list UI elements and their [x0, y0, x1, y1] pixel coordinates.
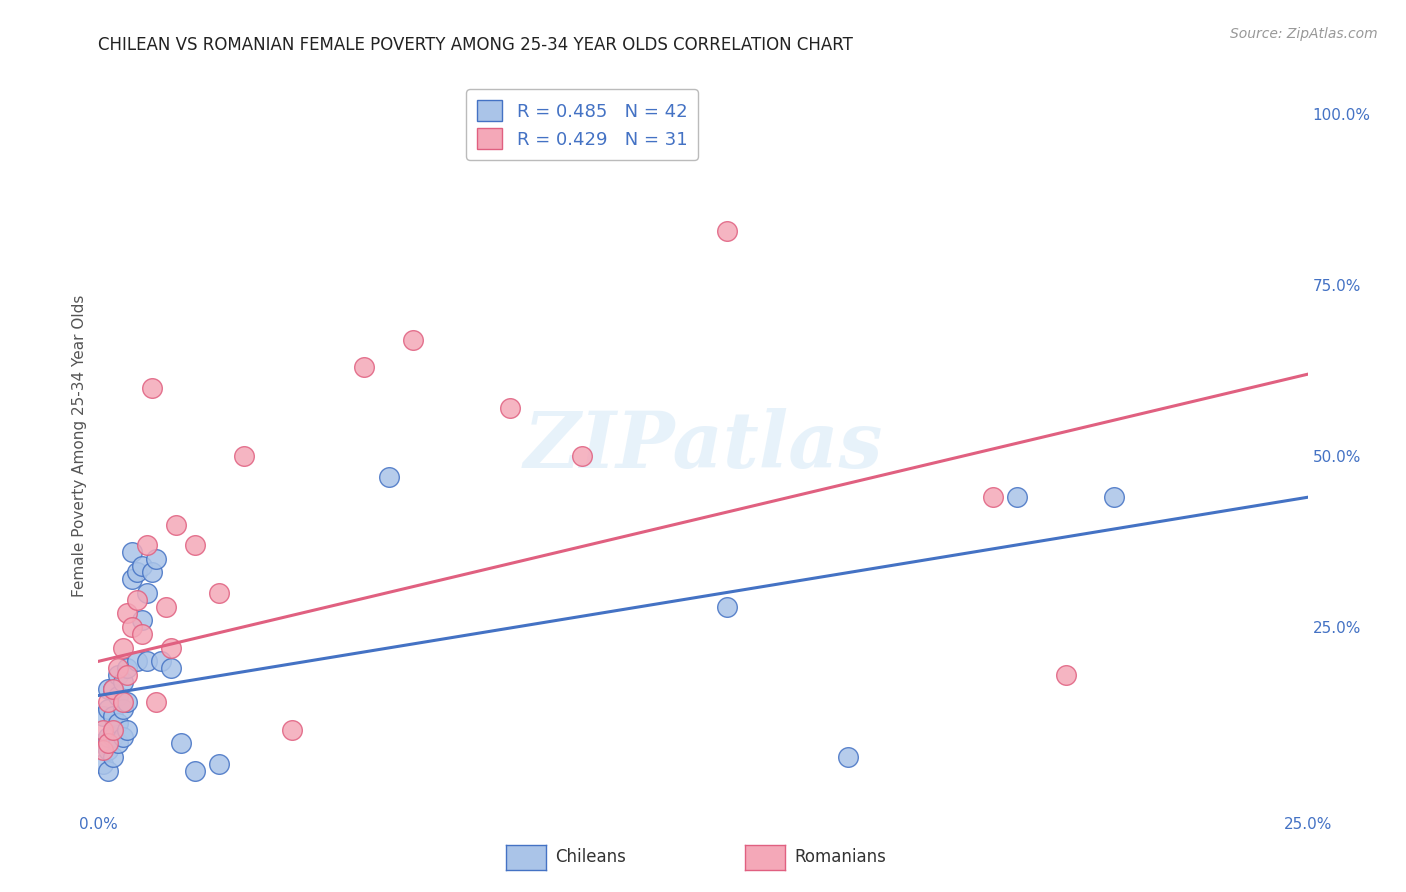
Point: [169, 736, 191, 750]
Point: [837, 750, 859, 764]
Y-axis label: Female Poverty Among 25-34 Year Olds: Female Poverty Among 25-34 Year Olds: [72, 295, 87, 597]
Legend: R = 0.485   N = 42, R = 0.429   N = 31: R = 0.485 N = 42, R = 0.429 N = 31: [465, 89, 699, 160]
Point: [101, 750, 124, 764]
Point: [131, 627, 153, 641]
Point: [91, 723, 114, 737]
Point: [101, 709, 124, 723]
Point: [281, 723, 304, 737]
Point: [160, 661, 183, 675]
Point: [716, 599, 738, 614]
Point: [1054, 668, 1077, 682]
Point: [97, 764, 120, 778]
Point: [107, 736, 129, 750]
Point: [117, 695, 139, 709]
Point: [101, 681, 124, 696]
Point: [117, 668, 139, 682]
Point: [91, 756, 114, 771]
Point: [111, 730, 134, 744]
Point: [184, 538, 207, 552]
Point: [117, 661, 139, 675]
Point: [208, 586, 231, 600]
Point: [91, 736, 114, 750]
Point: [107, 668, 129, 682]
Point: [97, 736, 120, 750]
Point: [155, 599, 177, 614]
Point: [377, 469, 399, 483]
Point: [101, 681, 124, 696]
Point: [402, 333, 425, 347]
Text: CHILEAN VS ROMANIAN FEMALE POVERTY AMONG 25-34 YEAR OLDS CORRELATION CHART: CHILEAN VS ROMANIAN FEMALE POVERTY AMONG…: [98, 36, 853, 54]
Point: [141, 566, 163, 580]
Point: [97, 730, 120, 744]
Point: [145, 695, 167, 709]
Point: [107, 689, 129, 703]
Point: [117, 607, 139, 621]
Point: [1102, 490, 1125, 504]
Point: [91, 743, 114, 757]
Point: [91, 709, 114, 723]
Point: [184, 764, 207, 778]
Text: Chileans: Chileans: [555, 848, 626, 866]
Point: [353, 360, 375, 375]
Point: [121, 572, 143, 586]
Point: [101, 730, 124, 744]
Point: [145, 551, 167, 566]
Point: [127, 592, 149, 607]
Point: [107, 661, 129, 675]
Point: [135, 586, 157, 600]
Point: [165, 517, 187, 532]
Point: [117, 723, 139, 737]
Point: [160, 640, 183, 655]
Point: [107, 715, 129, 730]
Point: [208, 756, 231, 771]
Point: [716, 224, 738, 238]
Point: [111, 674, 134, 689]
Point: [127, 566, 149, 580]
Text: ZIPatlas: ZIPatlas: [523, 408, 883, 484]
Point: [97, 702, 120, 716]
Point: [141, 381, 163, 395]
Point: [127, 654, 149, 668]
Point: [131, 558, 153, 573]
Point: [150, 654, 173, 668]
Point: [135, 654, 157, 668]
Text: Romanians: Romanians: [794, 848, 886, 866]
Point: [97, 695, 120, 709]
Point: [571, 449, 593, 463]
Point: [135, 538, 157, 552]
Point: [121, 620, 143, 634]
Point: [498, 401, 520, 416]
Point: [981, 490, 1004, 504]
Text: Source: ZipAtlas.com: Source: ZipAtlas.com: [1230, 27, 1378, 41]
Point: [111, 640, 134, 655]
Point: [111, 695, 134, 709]
Point: [232, 449, 254, 463]
Point: [131, 613, 153, 627]
Point: [1007, 490, 1029, 504]
Point: [101, 723, 124, 737]
Point: [97, 743, 120, 757]
Point: [97, 681, 120, 696]
Point: [111, 702, 134, 716]
Point: [121, 545, 143, 559]
